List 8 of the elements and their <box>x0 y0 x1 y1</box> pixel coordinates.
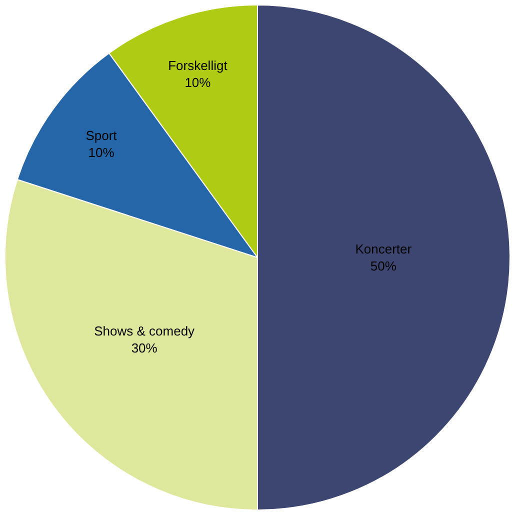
slice-label: Shows & comedy <box>94 324 196 339</box>
slice-label: Koncerter <box>355 242 412 257</box>
data-label: 10% <box>184 75 212 90</box>
slice-label: Forskelligt <box>168 58 228 74</box>
slice-label: Sport <box>86 128 118 144</box>
data-label: 10% <box>88 145 115 160</box>
data-label: 50% <box>370 258 397 274</box>
data-label: 30% <box>131 340 158 356</box>
